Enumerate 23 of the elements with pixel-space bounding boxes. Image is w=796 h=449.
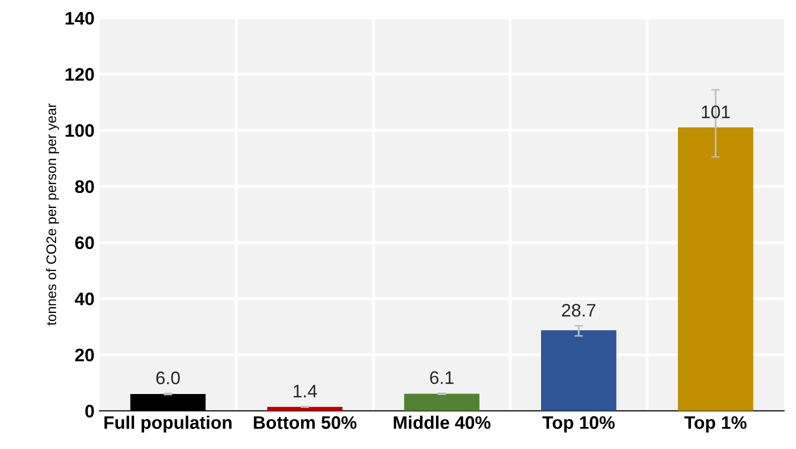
data-label: 6.1 bbox=[430, 371, 454, 384]
y-tick-label: 120 bbox=[66, 68, 94, 81]
bar bbox=[267, 406, 343, 411]
x-tick-label: Bottom 50% bbox=[254, 416, 357, 429]
y-tick-label: 20 bbox=[75, 348, 94, 362]
data-label: 28.7 bbox=[562, 304, 596, 317]
x-tick-label: Top 1% bbox=[684, 416, 747, 433]
x-tick-label: Top 10% bbox=[542, 416, 615, 433]
x-tick-label: Middle 40% bbox=[394, 416, 490, 429]
x-tick-label: Full population bbox=[104, 416, 232, 433]
bar bbox=[541, 330, 616, 411]
y-tick-label: 0 bbox=[85, 404, 94, 418]
bar bbox=[404, 394, 480, 411]
data-label: 1.4 bbox=[294, 384, 317, 398]
y-tick-label: 80 bbox=[75, 180, 94, 194]
data-label: 6.0 bbox=[156, 372, 180, 384]
y-axis-title: tonnes of CO2e per person per year bbox=[46, 103, 59, 326]
y-tick-label: 60 bbox=[75, 236, 94, 250]
y-tick-label: 100 bbox=[66, 124, 94, 137]
y-tick-label: 40 bbox=[74, 292, 94, 306]
bar bbox=[678, 127, 754, 411]
y-tick-label: 140 bbox=[66, 12, 94, 25]
data-label: 101 bbox=[702, 105, 730, 118]
